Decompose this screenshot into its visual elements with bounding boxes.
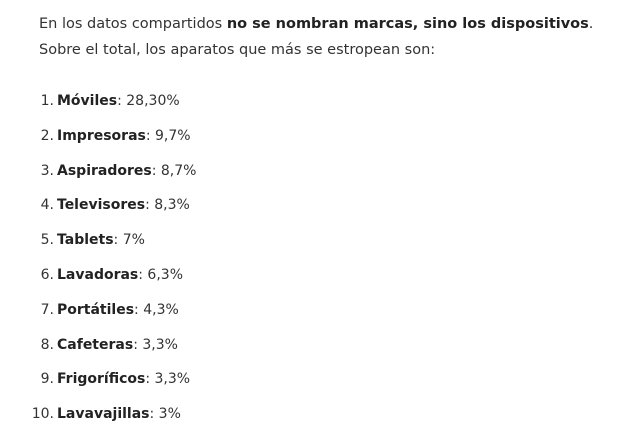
list-item-number: 10.	[31, 406, 54, 423]
list-item-name: Aspiradores	[57, 162, 152, 179]
list-item-value: : 3%	[149, 406, 181, 423]
list-item-value: : 3,3%	[145, 371, 191, 388]
intro-text-start: En los datos compartidos	[39, 16, 227, 32]
list-item-name: Televisores	[57, 197, 146, 214]
list-item-value: : 8,3%	[145, 197, 190, 214]
list-item-number: 3.	[40, 162, 54, 179]
list-item-value: : 6,3%	[138, 266, 183, 283]
intro-second-line: Sobre el total, los aparatos que más se …	[39, 42, 436, 58]
list-item-name: Móviles	[57, 93, 118, 109]
list-item-number: 2.	[40, 127, 54, 144]
intro-text-end: .	[588, 16, 594, 32]
list-item-name: Lavavajillas	[57, 406, 150, 423]
intro-paragraph: En los datos compartidos no se nombran m…	[39, 11, 624, 63]
list-item-number: 4.	[40, 197, 54, 214]
list-item-name: Cafeteras	[57, 336, 134, 353]
intro-bold-text: no se nombran marcas, sino los dispositi…	[226, 16, 589, 32]
list-item-number: 5.	[40, 232, 54, 249]
list-item-number: 1.	[40, 93, 54, 109]
list-item-name: Frigoríficos	[57, 371, 146, 388]
list-item-number: 8.	[40, 336, 54, 353]
list-item-name: Lavadoras	[57, 266, 139, 283]
list-item-value: : 4,3%	[134, 301, 179, 318]
list-item-value: : 8,7%	[151, 162, 197, 179]
list-item-name: Portátiles	[57, 301, 135, 318]
list-item-name: Impresoras	[57, 127, 146, 144]
list-item-number: 9.	[40, 371, 54, 388]
list-item-value: : 3,3%	[133, 336, 178, 353]
list-item-name: Tablets	[57, 232, 114, 249]
list-item-number: 6.	[40, 266, 54, 283]
list-item-number: 7.	[40, 301, 54, 318]
list-item-value: : 9,7%	[145, 127, 191, 144]
list-item-value: : 28,30%	[117, 93, 180, 109]
list-item-value: : 7%	[113, 232, 145, 249]
